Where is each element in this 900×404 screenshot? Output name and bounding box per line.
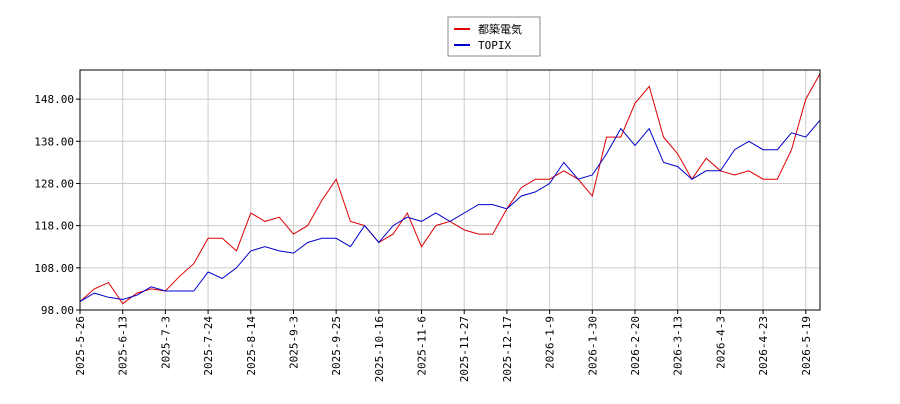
- series-line: [79, 73, 821, 305]
- x-tick-label: 2025-9-3: [287, 316, 300, 369]
- y-tick-label: 108.00: [34, 262, 74, 275]
- x-tick-label: 2025-11-27: [458, 316, 471, 382]
- series-line: [79, 119, 821, 303]
- legend-label: TOPIX: [478, 39, 511, 52]
- x-tick-label: 2025-12-17: [501, 316, 514, 382]
- x-tick-label: 2025-8-14: [245, 316, 258, 376]
- x-tick-label: 2025-10-16: [373, 316, 386, 382]
- y-tick-label: 148.00: [34, 93, 74, 106]
- plot-area: 98.00 108.00 118.00 128.00 138.00 148.00 2025-…: [34, 70, 821, 382]
- x-tick-label: 2025-5-26: [74, 316, 87, 376]
- x-tick-label: 2026-2-20: [629, 316, 642, 376]
- x-tick-label: 2025-6-13: [117, 316, 130, 376]
- plot-frame: [79, 69, 821, 311]
- y-tick-label: 138.00: [34, 135, 74, 148]
- y-tick-label: 118.00: [34, 220, 74, 233]
- y-tick-label: 128.00: [34, 177, 74, 190]
- x-tick-label: 2025-11-6: [416, 316, 429, 376]
- x-tick-label: 2025-7-3: [159, 316, 172, 369]
- x-tick-label: 2025-7-24: [202, 316, 215, 376]
- x-tick-label: 2026-1-30: [586, 316, 599, 376]
- x-tick-label: 2026-3-13: [672, 316, 685, 376]
- y-tick-label: 98.00: [41, 304, 74, 317]
- legend-label: 都築電気: [478, 22, 522, 36]
- x-tick-label: 2026-4-23: [757, 316, 770, 376]
- x-tick-label: 2025-9-25: [330, 316, 343, 376]
- legend-box: [447, 16, 541, 57]
- x-tick-label: 2026-5-19: [800, 316, 813, 376]
- x-tick-label: 2026-4-3: [714, 316, 727, 369]
- x-tick-label: 2026-1-9: [544, 316, 557, 369]
